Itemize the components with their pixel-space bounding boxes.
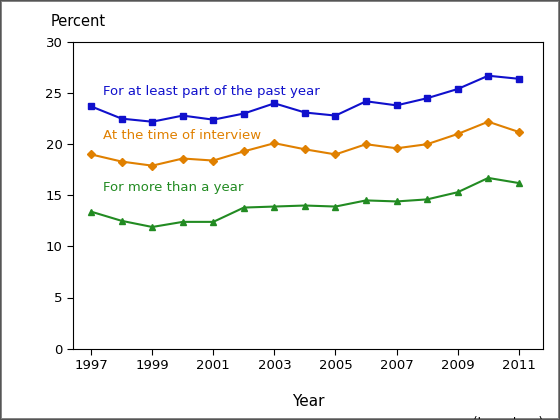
Text: For more than a year: For more than a year [104, 181, 244, 194]
Text: Percent: Percent [50, 14, 105, 29]
Text: (Jan. – June): (Jan. – June) [473, 416, 543, 420]
X-axis label: Year: Year [292, 394, 324, 409]
Text: At the time of interview: At the time of interview [104, 129, 262, 142]
Text: For at least part of the past year: For at least part of the past year [104, 85, 320, 98]
